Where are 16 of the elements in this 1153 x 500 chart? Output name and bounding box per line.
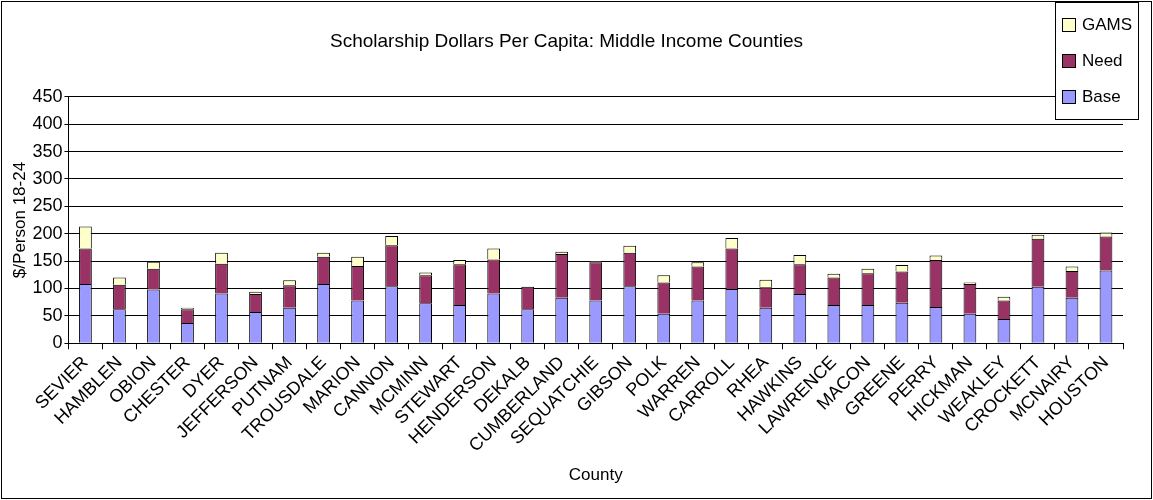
y-tick-label: 450 (32, 85, 63, 106)
y-tick-label: 100 (32, 277, 63, 298)
y-tick-label: 400 (32, 113, 63, 134)
x-axis-title: County (568, 465, 624, 485)
legend-label: Need (1081, 51, 1123, 71)
y-tick-label: 200 (32, 222, 63, 243)
y-tick-label: 250 (32, 195, 63, 216)
y-axis-title: $/Person 18-24 (9, 161, 29, 279)
y-tick-label: 150 (32, 250, 63, 271)
y-tick-label: 300 (32, 167, 63, 188)
chart-title: Scholarship Dollars Per Capita: Middle Income Counties (329, 29, 804, 51)
legend-label: Base (1081, 87, 1121, 107)
y-tick-label: 50 (42, 304, 63, 325)
y-tick-label: 350 (32, 140, 63, 161)
y-tick-label: 0 (52, 332, 63, 353)
legend-label: GAMS (1081, 15, 1132, 35)
